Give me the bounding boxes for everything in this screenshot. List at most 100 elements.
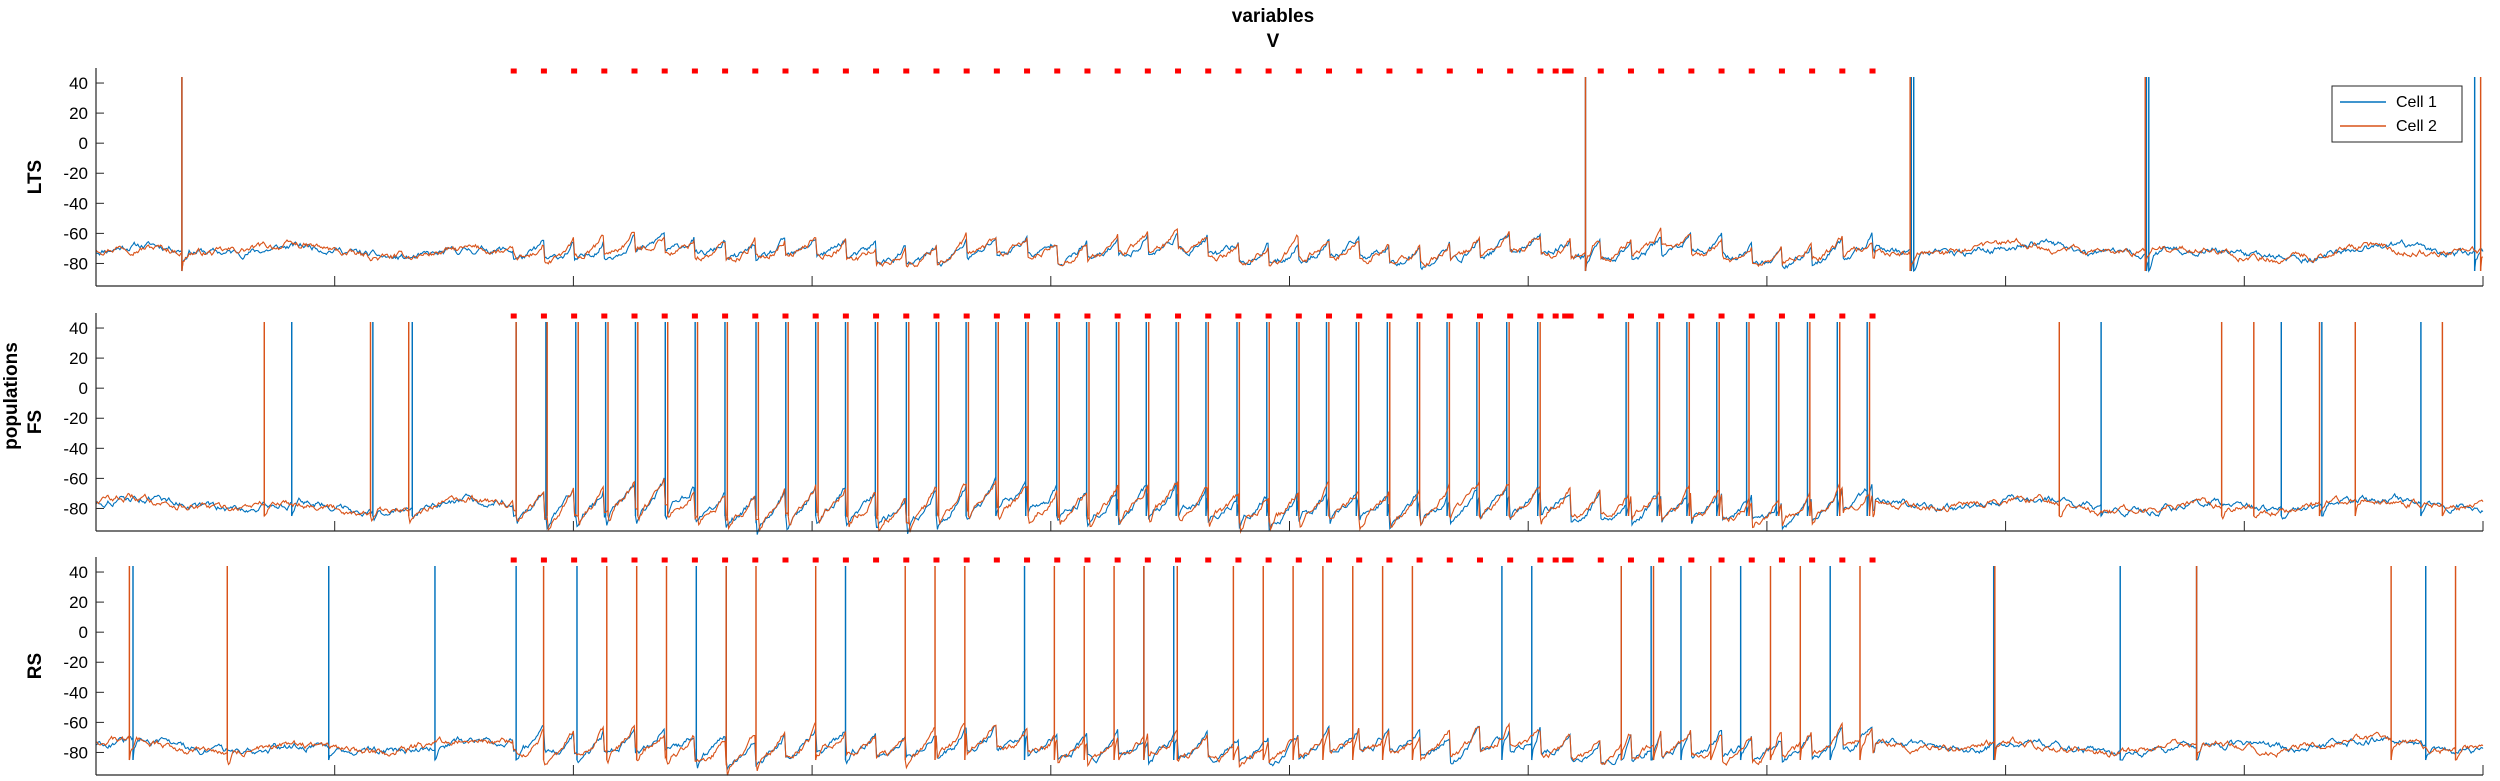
event-marker-rs-19: [1084, 557, 1091, 563]
event-marker-rs-40: [1718, 557, 1725, 563]
event-marker-rs-36: [1597, 557, 1604, 563]
event-marker-rs-16: [993, 557, 1000, 563]
event-marker-rs-34: [1537, 557, 1544, 563]
y-tick-label-rs-0: 0: [79, 623, 88, 642]
event-marker-fs-16: [993, 313, 1000, 319]
y-tick-label-fs--80: -80: [63, 499, 88, 518]
event-marker-lts-46: [1552, 68, 1559, 74]
group-ylabel: populations: [1, 342, 22, 450]
trace-cell-2-lts: [95, 77, 2484, 272]
event-marker-fs-26: [1295, 313, 1302, 319]
panel-fs: -80 -60 -40 -20 0 20 40 FS: [25, 313, 2484, 535]
event-marker-lts-44: [1839, 68, 1846, 74]
y-tick-label-lts--60: -60: [63, 224, 88, 243]
event-marker-lts-39: [1688, 68, 1695, 74]
event-marker-fs-47: [1562, 313, 1569, 319]
event-marker-rs-7: [722, 557, 729, 563]
event-marker-lts-14: [933, 68, 940, 74]
legend-label-cell-2: Cell 2: [2396, 118, 2437, 135]
event-marker-rs-39: [1688, 557, 1695, 563]
y-tick-label-lts--40: -40: [63, 194, 88, 213]
event-marker-fs-15: [963, 313, 970, 319]
event-marker-lts-8: [752, 68, 759, 74]
event-marker-fs-13: [903, 313, 910, 319]
event-marker-lts-9: [782, 68, 789, 74]
y-tick-label-fs--20: -20: [63, 409, 88, 428]
event-marker-fs-38: [1658, 313, 1665, 319]
event-marker-rs-33: [1507, 557, 1514, 563]
event-marker-fs-10: [812, 313, 819, 319]
event-marker-fs-11: [842, 313, 849, 319]
event-marker-lts-34: [1537, 68, 1544, 74]
event-marker-fs-44: [1839, 313, 1846, 319]
event-marker-fs-39: [1688, 313, 1695, 319]
event-marker-rs-4: [631, 557, 638, 563]
event-marker-fs-32: [1476, 313, 1483, 319]
event-marker-lts-26: [1295, 68, 1302, 74]
event-marker-lts-25: [1265, 68, 1272, 74]
y-tick-label-fs-0: 0: [79, 379, 88, 398]
panel-lts: -80 -60 -40 -20 0 20 40 LTS: [25, 68, 2484, 287]
panel-label-lts: LTS: [25, 160, 46, 194]
event-marker-fs-21: [1144, 313, 1151, 319]
event-marker-lts-32: [1476, 68, 1483, 74]
event-marker-fs-43: [1809, 313, 1816, 319]
event-marker-rs-1: [540, 557, 547, 563]
event-marker-lts-10: [812, 68, 819, 74]
event-marker-rs-38: [1658, 557, 1665, 563]
event-marker-lts-37: [1627, 68, 1634, 74]
event-marker-lts-2: [571, 68, 578, 74]
event-marker-fs-42: [1778, 313, 1785, 319]
event-marker-lts-20: [1114, 68, 1121, 74]
legend: Cell 1 Cell 2: [2331, 85, 2463, 143]
event-marker-lts-12: [873, 68, 880, 74]
event-marker-fs-24: [1235, 313, 1242, 319]
event-marker-fs-18: [1054, 313, 1061, 319]
event-marker-lts-15: [963, 68, 970, 74]
y-tick-label-rs-40: 40: [69, 563, 88, 582]
trace-cell-1-lts: [95, 77, 2484, 273]
event-marker-rs-31: [1446, 557, 1453, 563]
panel-label-fs: FS: [25, 410, 46, 434]
event-marker-fs-45: [1869, 313, 1876, 319]
event-marker-rs-43: [1809, 557, 1816, 563]
y-tick-label-lts-40: 40: [69, 74, 88, 93]
event-marker-fs-23: [1205, 313, 1212, 319]
event-marker-fs-36: [1597, 313, 1604, 319]
y-tick-label-fs-40: 40: [69, 319, 88, 338]
event-marker-lts-5: [661, 68, 668, 74]
figure-title-line2: V: [1267, 31, 1280, 52]
y-tick-label-lts-20: 20: [69, 104, 88, 123]
event-marker-lts-47: [1562, 68, 1569, 74]
event-marker-fs-27: [1326, 313, 1333, 319]
event-marker-fs-5: [661, 313, 668, 319]
event-marker-fs-22: [1175, 313, 1182, 319]
y-tick-label-rs--20: -20: [63, 653, 88, 672]
event-marker-lts-21: [1144, 68, 1151, 74]
event-marker-lts-27: [1326, 68, 1333, 74]
event-marker-rs-37: [1627, 557, 1634, 563]
event-marker-fs-0: [510, 313, 517, 319]
event-marker-lts-19: [1084, 68, 1091, 74]
event-marker-rs-3: [601, 557, 608, 563]
event-marker-rs-14: [933, 557, 940, 563]
event-marker-lts-38: [1658, 68, 1665, 74]
y-tick-label-lts-0: 0: [79, 134, 88, 153]
event-marker-lts-31: [1446, 68, 1453, 74]
event-marker-lts-4: [631, 68, 638, 74]
event-marker-rs-27: [1326, 557, 1333, 563]
event-marker-rs-26: [1295, 557, 1302, 563]
y-tick-label-rs--40: -40: [63, 683, 88, 702]
event-marker-lts-18: [1054, 68, 1061, 74]
event-marker-fs-3: [601, 313, 608, 319]
event-marker-fs-7: [722, 313, 729, 319]
event-marker-lts-36: [1597, 68, 1604, 74]
event-marker-rs-10: [812, 557, 819, 563]
event-marker-rs-35: [1567, 557, 1574, 563]
event-marker-lts-17: [1024, 68, 1031, 74]
trace-cell-2-fs: [95, 322, 2484, 534]
event-marker-rs-0: [510, 557, 517, 563]
event-marker-fs-35: [1567, 313, 1574, 319]
event-marker-lts-23: [1205, 68, 1212, 74]
